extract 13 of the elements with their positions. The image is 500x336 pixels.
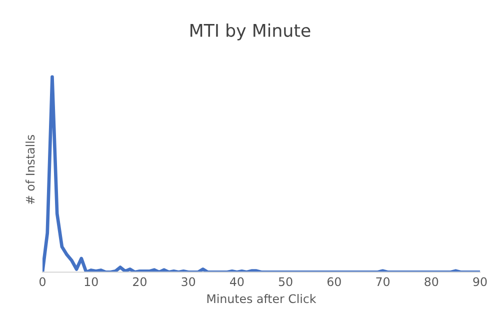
x-tick-label: 10 — [84, 277, 98, 286]
chart-title: MTI by Minute — [190, 24, 310, 40]
x-tick-label: 60 — [327, 277, 341, 286]
x-axis-title: Minutes after Click — [207, 294, 316, 304]
x-tick-label: 50 — [278, 277, 292, 286]
x-tick-label: 80 — [424, 277, 438, 286]
x-tick-label: 40 — [230, 277, 244, 286]
x-tick-label: 30 — [182, 277, 196, 286]
y-axis-title: # of Installs — [26, 135, 35, 204]
x-tick-label: 0 — [40, 277, 46, 286]
x-tick-label: 90 — [473, 277, 487, 286]
x-tick-label: 70 — [376, 277, 390, 286]
x-tick-label: 20 — [133, 277, 146, 286]
